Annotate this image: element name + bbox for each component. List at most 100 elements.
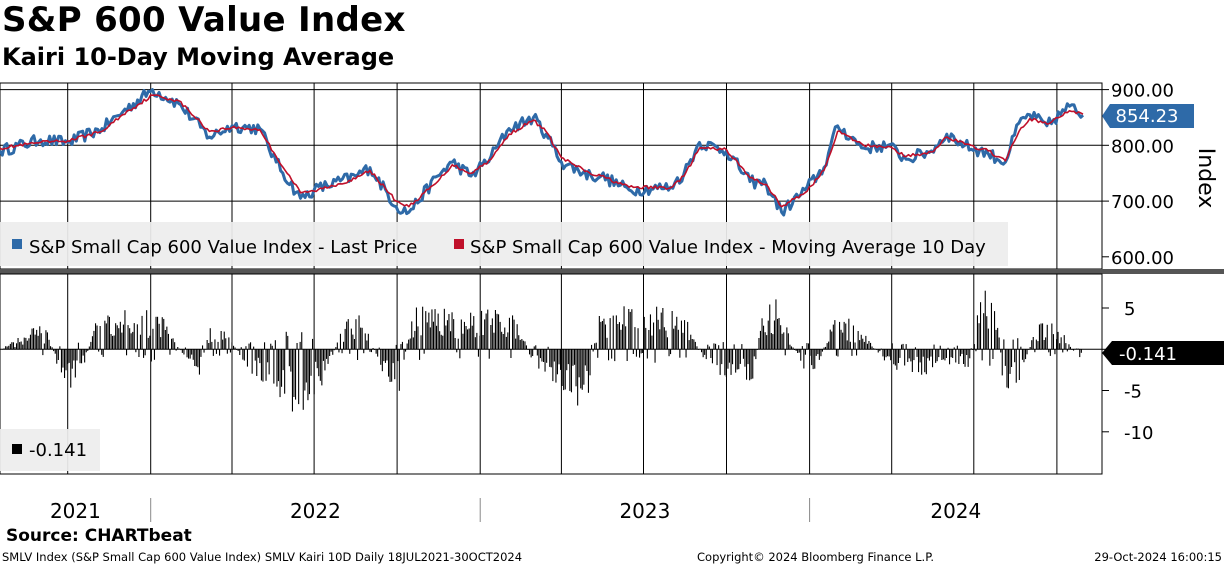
kairi-bar — [108, 316, 110, 350]
kairi-bar — [277, 349, 279, 382]
kairi-bar — [773, 320, 775, 350]
kairi-bar — [705, 349, 707, 360]
kairi-bar — [212, 349, 214, 356]
kairi-legend-label: -0.141 — [29, 440, 87, 461]
kairi-bar — [770, 333, 772, 350]
kairi-bar — [198, 349, 200, 375]
kairi-bar — [783, 332, 785, 350]
kairi-bar — [490, 325, 492, 350]
kairi-bar — [980, 302, 982, 350]
kairi-bar — [797, 349, 799, 353]
kairi-bar — [350, 328, 352, 350]
kairi-bar — [499, 321, 501, 350]
kairi-bar — [16, 343, 18, 350]
kairi-bar — [308, 349, 310, 395]
x-axis: 2021 2022 2023 2024 — [50, 498, 981, 523]
kairi-bar — [885, 349, 887, 358]
kairi-bar — [456, 349, 458, 353]
kairi-bar — [589, 349, 591, 376]
kairi-bar — [780, 325, 782, 350]
kairi-bar — [450, 331, 452, 350]
kairi-bar — [945, 349, 947, 358]
kairi-bar — [271, 345, 273, 350]
kairi-bar — [679, 349, 681, 358]
price-y-tick-label: 600.00 — [1111, 248, 1174, 269]
kairi-bar — [107, 315, 109, 350]
kairi-bar — [834, 320, 836, 350]
kairi-bar — [429, 327, 431, 350]
kairi-bar — [662, 308, 664, 350]
kairi-bar — [440, 334, 442, 350]
kairi-bar — [169, 349, 171, 355]
kairi-bar — [874, 348, 876, 350]
kairi-bar — [725, 349, 727, 377]
kairi-bar — [491, 318, 493, 350]
kairi-bar — [284, 349, 286, 394]
kairi-bar — [164, 330, 166, 350]
kairi-bar — [507, 332, 509, 350]
kairi-bar — [257, 349, 259, 358]
kairi-bar — [856, 349, 858, 356]
price-legend-label-last: S&P Small Cap 600 Value Index - Last Pri… — [29, 237, 417, 258]
kairi-bar — [222, 339, 224, 350]
kairi-bar — [987, 328, 989, 350]
kairi-bar — [445, 325, 447, 350]
kairi-bar — [93, 330, 95, 350]
kairi-bar — [873, 348, 875, 350]
kairi-bar — [487, 309, 489, 350]
kairi-bar — [657, 319, 659, 350]
kairi-bar — [671, 311, 673, 350]
kairi-bar — [133, 323, 135, 350]
kairi-bar — [428, 312, 430, 350]
kairi-bar — [285, 331, 287, 350]
kairi-bar — [498, 314, 500, 350]
kairi-bar — [274, 340, 276, 350]
kairi-bar — [713, 343, 715, 350]
kairi-bar — [747, 349, 749, 365]
kairi-bar — [733, 344, 735, 350]
kairi-bar — [1021, 349, 1023, 360]
kairi-bar — [905, 344, 907, 350]
kairi-bar — [794, 349, 796, 350]
kairi-bar — [673, 328, 675, 350]
kairi-bar — [2, 349, 4, 350]
kairi-bar — [911, 349, 913, 372]
kairi-bar — [935, 349, 937, 363]
kairi-bar — [547, 346, 549, 350]
kairi-bar — [564, 349, 566, 390]
kairi-bar — [730, 349, 732, 375]
kairi-bar — [973, 344, 975, 350]
kairi-y-tick-label: 5 — [1124, 299, 1135, 320]
kairi-bar — [392, 349, 394, 364]
kairi-bar — [70, 349, 72, 388]
kairi-bar — [860, 334, 862, 350]
kairi-bar — [192, 349, 194, 360]
kairi-bar — [60, 349, 62, 373]
kairi-bar — [206, 340, 208, 350]
kairi-bar — [189, 349, 191, 359]
kairi-bar — [370, 349, 372, 353]
kairi-bar — [26, 340, 28, 350]
kairi-bar — [457, 338, 459, 350]
kairi-bar — [205, 349, 207, 350]
kairi-bar — [601, 321, 603, 350]
kairi-bar — [578, 349, 580, 378]
kairi-bar — [535, 345, 537, 350]
kairi-bar — [209, 328, 211, 350]
panel-divider[interactable] — [0, 269, 1224, 274]
kairi-bar — [332, 349, 334, 355]
kairi-bar — [862, 338, 864, 350]
kairi-bar — [871, 346, 873, 350]
price-legend-swatch-blue — [12, 239, 22, 249]
kairi-bar — [625, 326, 627, 350]
kairi-bar — [459, 349, 461, 359]
kairi-bar — [1014, 349, 1016, 363]
price-legend-box — [0, 222, 1008, 266]
kairi-bar — [1012, 339, 1014, 350]
kairi-bar — [327, 349, 329, 364]
kairi-bar — [8, 345, 10, 350]
kairi-bar — [1015, 349, 1017, 383]
kairi-bar — [330, 349, 332, 352]
kairi-bar — [868, 341, 870, 350]
kairi-bar — [177, 347, 179, 350]
